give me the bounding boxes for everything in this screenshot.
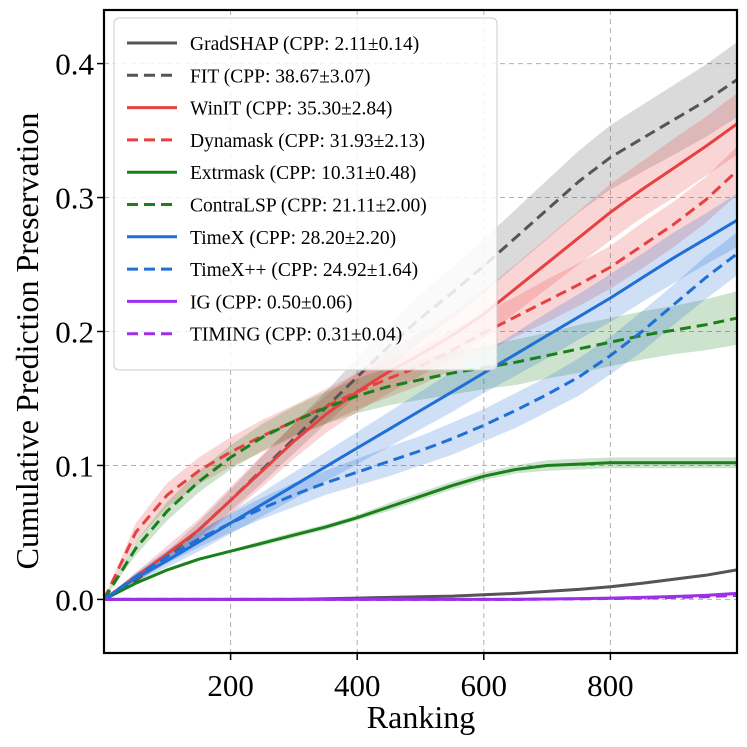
legend-label: GradSHAP (CPP: 2.11±0.14) (190, 34, 419, 55)
legend-entry: IG (CPP: 0.50±0.06) (127, 292, 352, 313)
series-line-4 (104, 461, 737, 601)
y-tick-label: 0.1 (55, 448, 94, 483)
legend-label: Extrmask (CPP: 10.31±0.48) (190, 163, 416, 184)
legend-entry: GradSHAP (CPP: 2.11±0.14) (127, 34, 419, 55)
legend-entry: TIMING (CPP: 0.31±0.04) (127, 325, 402, 346)
legend-box (113, 17, 498, 371)
legend-entry: ContraLSP (CPP: 21.11±2.00) (127, 196, 427, 217)
legend-entry: Dynamask (CPP: 31.93±2.13) (127, 131, 425, 152)
x-tick-label: 400 (334, 668, 381, 703)
confidence-band-7 (104, 232, 737, 600)
confidence-band-5 (104, 291, 737, 600)
series-line-6 (104, 219, 737, 601)
legend-label: TIMING (CPP: 0.31±0.04) (190, 325, 402, 346)
confidence-band-3 (104, 146, 737, 600)
legend-entry: WinIT (CPP: 35.30±2.84) (127, 99, 392, 120)
x-tick-label: 200 (207, 668, 254, 703)
legend: GradSHAP (CPP: 2.11±0.14) FIT (CPP: 38.67… (113, 17, 498, 371)
legend-label: TimeX++ (CPP: 24.92±1.64) (190, 260, 418, 281)
series-line-7 (104, 252, 737, 601)
y-tick-label: 0.3 (55, 181, 94, 216)
legend-entry: Extrmask (CPP: 10.31±0.48) (127, 163, 416, 184)
series-line-1 (104, 78, 737, 601)
axis-ticks: 200 400 600 800 0.0 0.1 0.2 0.3 0.4 (55, 47, 633, 703)
series-line-5 (104, 316, 737, 601)
x-axis-title: Ranking (367, 699, 475, 735)
legend-entry: FIT (CPP: 38.67±3.07) (127, 66, 370, 87)
confidence-band-6 (104, 193, 737, 600)
legend-label: ContraLSP (CPP: 21.11±2.00) (190, 196, 427, 217)
legend-label: WinIT (CPP: 35.30±2.84) (190, 99, 392, 120)
legend-label: FIT (CPP: 38.67±3.07) (190, 66, 370, 87)
y-tick-label: 0.4 (55, 47, 94, 82)
series-line-0 (104, 568, 737, 601)
series-line-9 (104, 593, 737, 601)
legend-entry: TimeX++ (CPP: 24.92±1.64) (127, 260, 418, 281)
y-axis-title: Cumulative Prediction Preservation (9, 113, 45, 570)
legend-label: IG (CPP: 0.50±0.06) (190, 292, 352, 313)
x-tick-label: 600 (461, 668, 508, 703)
y-tick-label: 0.0 (55, 582, 94, 617)
y-tick-label: 0.2 (55, 315, 94, 350)
legend-label: Dynamask (CPP: 31.93±2.13) (190, 131, 425, 152)
legend-label: TimeX (CPP: 28.20±2.20) (190, 228, 396, 249)
legend-entry: TimeX (CPP: 28.20±2.20) (127, 228, 396, 249)
x-tick-label: 800 (587, 668, 634, 703)
